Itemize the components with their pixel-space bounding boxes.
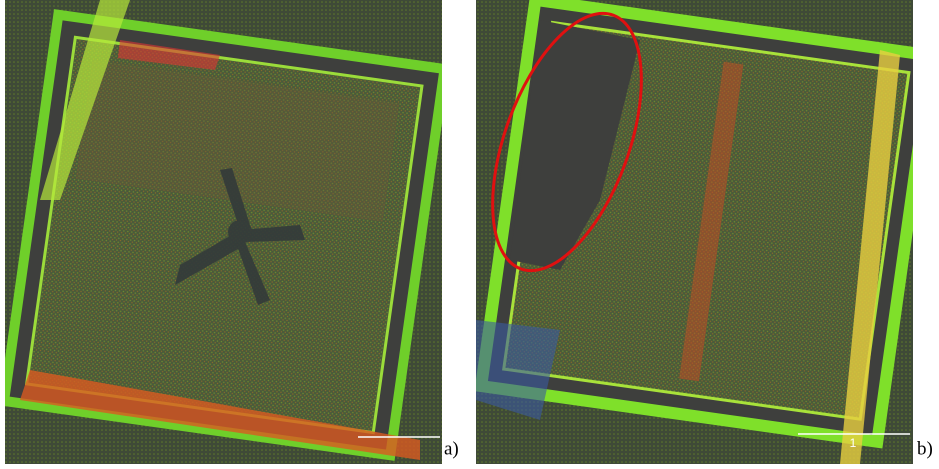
panel-label: a) bbox=[444, 438, 459, 459]
figure: a) 1 b) bbox=[0, 0, 939, 464]
panel-b-image: 1 bbox=[463, 0, 932, 464]
panel-label: b) bbox=[917, 438, 933, 459]
panel-a-image bbox=[4, 0, 444, 464]
scale-label: 1 bbox=[850, 436, 857, 450]
